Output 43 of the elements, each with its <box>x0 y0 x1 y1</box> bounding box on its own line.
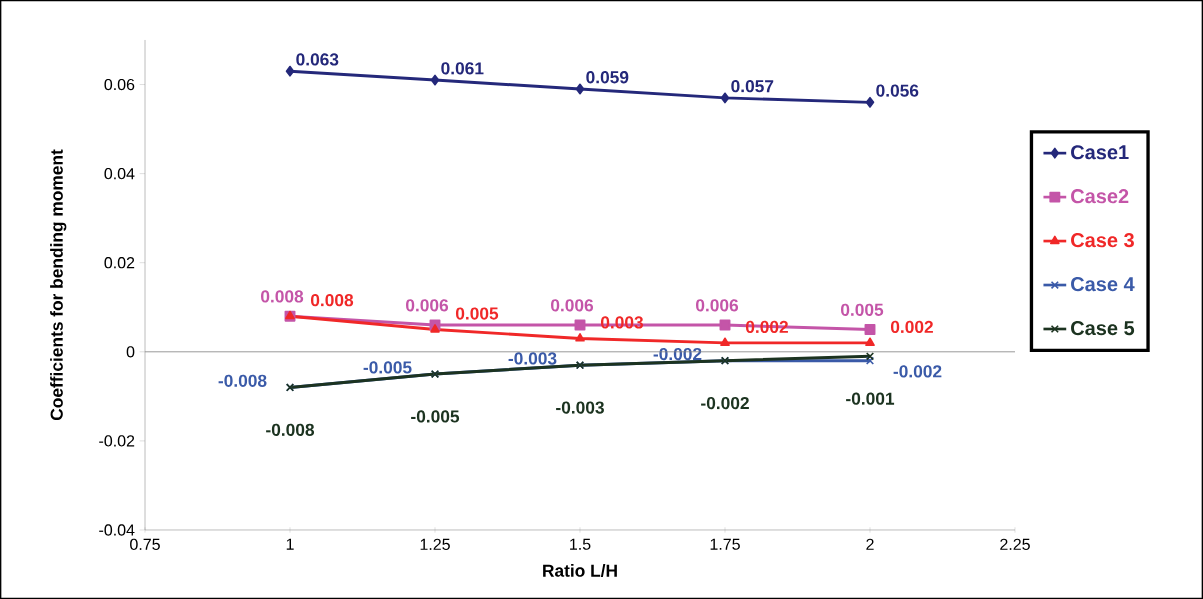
data-label: 0.006 <box>406 299 449 312</box>
data-label: -0.001 <box>846 392 895 405</box>
data-label: 0.008 <box>261 290 304 303</box>
legend-label: Case2 <box>1071 189 1129 204</box>
x-tick-label: 1.5 <box>570 538 591 550</box>
x-tick-label: 0.75 <box>130 538 160 551</box>
data-label: 0.063 <box>296 53 339 66</box>
legend-label: Case 4 <box>1071 277 1135 292</box>
data-label: 0.057 <box>731 80 774 93</box>
data-label: -0.003 <box>508 352 557 365</box>
y-tick-label: 0 <box>126 346 135 358</box>
data-label: 0.006 <box>696 299 739 312</box>
data-label: 0.005 <box>455 307 499 320</box>
data-label: 0.061 <box>441 62 484 75</box>
data-label: -0.008 <box>266 423 315 436</box>
data-label: -0.005 <box>411 410 460 423</box>
data-label: 0.006 <box>551 299 594 312</box>
data-label: -0.002 <box>653 347 702 361</box>
data-label: -0.002 <box>701 396 749 410</box>
data-label: -0.005 <box>363 361 412 374</box>
data-label: -0.002 <box>893 365 942 378</box>
data-label: 0.008 <box>310 294 354 307</box>
legend-label: Case 3 <box>1071 233 1134 248</box>
y-tick-label: 0.02 <box>104 257 135 269</box>
data-label: 0.056 <box>876 84 919 97</box>
x-tick-label: 1.75 <box>710 538 740 550</box>
data-label: -0.003 <box>556 401 604 414</box>
y-tick-label: -0.04 <box>99 524 135 536</box>
x-tick-label: 1.25 <box>420 538 450 551</box>
data-label: 0.002 <box>890 320 933 334</box>
x-tick-label: 2.25 <box>1000 538 1030 551</box>
y-tick-label: 0.06 <box>104 78 135 91</box>
legend-label: Case 5 <box>1071 321 1135 336</box>
y-axis-title: Coefficients for bending moment <box>50 149 67 421</box>
y-tick-label: 0.04 <box>104 167 135 180</box>
data-label: -0.008 <box>218 374 267 387</box>
data-label: 0.059 <box>586 71 629 84</box>
y-tick-label: -0.02 <box>99 435 135 447</box>
x-tick-label: 1 <box>286 538 294 550</box>
legend-label: Case1 <box>1071 145 1129 160</box>
x-axis-title: Ratio L/H <box>543 564 617 578</box>
data-label: 0.005 <box>841 303 884 316</box>
x-tick-label: 2 <box>866 538 874 550</box>
